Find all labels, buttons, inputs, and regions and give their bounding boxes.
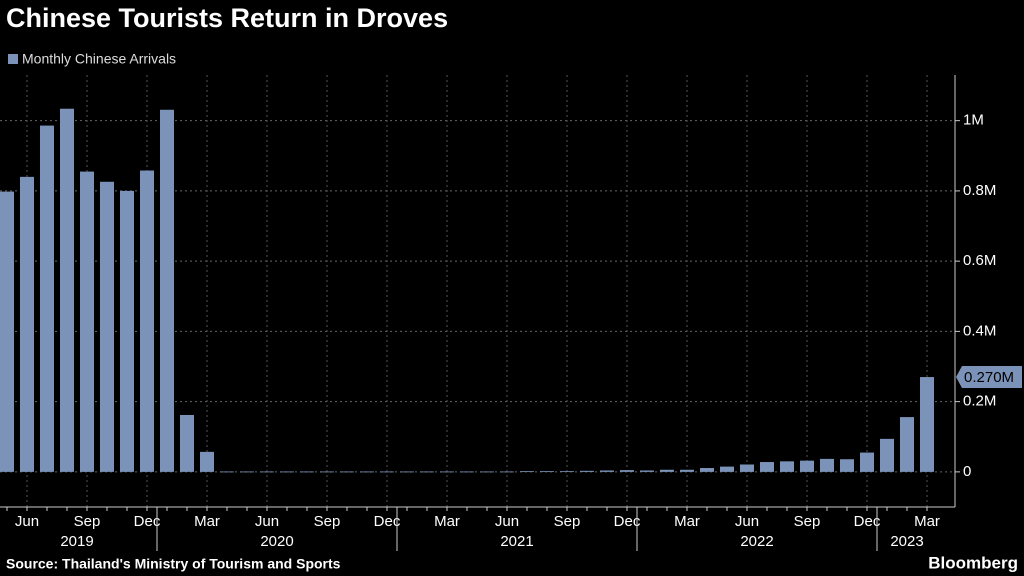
bar [280,471,294,473]
bar [20,176,34,472]
legend-label: Monthly Chinese Arrivals [22,51,176,67]
bar [660,469,674,472]
bar [600,470,614,472]
bar [880,438,894,472]
bar [80,171,94,472]
x-group-label: 2023 [890,533,923,550]
bar [700,468,714,472]
bar [580,470,594,472]
y-tick-label: 0.2M [963,393,996,410]
bar [860,452,874,472]
bar [180,414,194,472]
bar [120,190,134,472]
bar [820,458,834,472]
x-tick-label: Mar [194,513,220,530]
bar [740,464,754,472]
x-tick-label: Sep [314,513,341,530]
bar [640,470,654,472]
bar [760,462,774,472]
bar [300,471,314,473]
callout-box [956,366,1022,389]
y-tick-label: 1M [963,112,984,129]
bar [360,471,374,473]
x-group-label: 2020 [260,533,293,550]
legend-swatch [8,54,18,64]
bar [800,460,814,472]
x-tick-label: Mar [434,513,460,530]
bar [400,471,414,473]
y-tick-label: 0.8M [963,182,996,199]
y-tick-label: 0.4M [963,322,996,339]
bar [840,459,854,472]
x-group-label: 2021 [500,533,533,550]
value-label: 0.270M [964,369,1014,386]
x-tick-label: Dec [854,513,881,530]
bar [920,377,934,472]
bar [500,471,514,473]
bar [240,471,254,473]
bar [60,108,74,472]
bar [440,471,454,473]
bar [160,109,174,472]
x-tick-label: Dec [614,513,641,530]
y-tick-label: 0.6M [963,252,996,269]
bar [380,471,394,473]
bar [540,471,554,472]
x-tick-label: Dec [374,513,401,530]
x-tick-label: Sep [794,513,821,530]
x-tick-label: Dec [134,513,161,530]
bar [40,125,54,472]
bar [620,470,634,472]
bar [220,471,234,473]
bar [720,466,734,472]
bar [320,471,334,473]
bar [0,191,14,472]
x-tick-label: Mar [674,513,700,530]
bar [520,471,534,472]
bar [420,471,434,473]
bar [680,469,694,472]
bar [200,451,214,472]
chart-title: Chinese Tourists Return in Droves [6,3,448,33]
x-tick-label: Sep [554,513,581,530]
bar [260,471,274,473]
bar [780,461,794,472]
x-tick-label: Jun [255,513,279,530]
x-group-label: 2022 [740,533,773,550]
x-tick-label: Mar [914,513,940,530]
bar [560,471,574,472]
source: Source: Thailand's Ministry of Tourism a… [6,556,341,572]
x-tick-label: Jun [495,513,519,530]
bar [480,471,494,473]
bar [140,170,154,472]
logo: Bloomberg [928,553,1018,572]
x-group-label: 2019 [60,533,93,550]
bar [900,417,914,472]
bar [340,471,354,473]
x-tick-label: Jun [735,513,759,530]
x-tick-label: Sep [74,513,101,530]
y-tick-label: 0 [963,463,971,480]
x-tick-label: Jun [15,513,39,530]
bar [460,471,474,473]
bar [100,181,114,472]
